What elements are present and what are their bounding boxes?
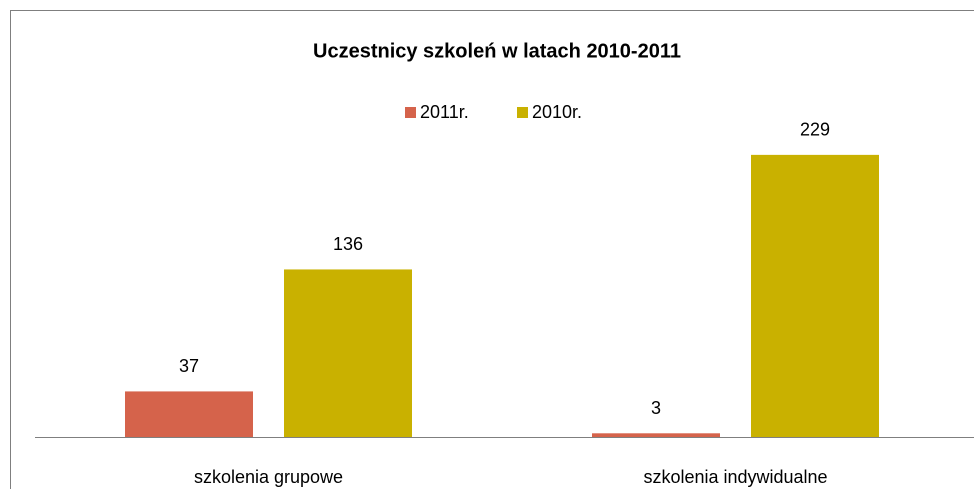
legend-swatch: [517, 107, 528, 118]
data-label: 136: [333, 234, 363, 254]
x-tick-label: szkolenia indywidualne: [643, 467, 827, 487]
data-label: 229: [800, 120, 830, 140]
data-label: 3: [651, 398, 661, 418]
data-label: 37: [179, 356, 199, 376]
bar: [751, 154, 879, 437]
legend-swatch: [405, 107, 416, 118]
legend-label: 2011r.: [420, 102, 469, 122]
x-tick-label: szkolenia grupowe: [194, 467, 343, 487]
legend-label: 2010r.: [532, 102, 582, 122]
bar: [125, 391, 253, 437]
bar: [592, 433, 720, 437]
bar: [284, 269, 412, 437]
chart-title: Uczestnicy szkoleń w latach 2010-2011: [313, 40, 681, 62]
